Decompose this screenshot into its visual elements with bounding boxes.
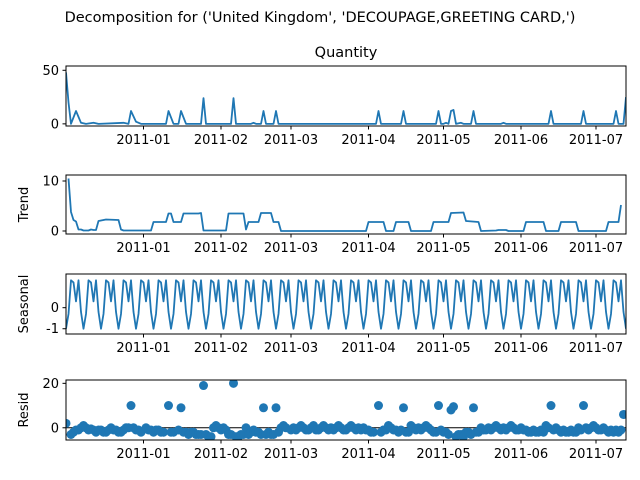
resid-xtick-label: 2011-04 [341,447,395,462]
seasonal-ylabel: Seasonal [17,275,32,334]
observed-xtick-label: 2011-03 [264,133,318,148]
seasonal-series-line [66,279,626,330]
resid-point [546,401,556,411]
observed-axes-frame [65,65,627,127]
chart-title: Decomposition for ('United Kingdom', 'DE… [65,10,576,26]
observed-xtick-label: 2011-06 [494,133,548,148]
resid-point [434,401,443,411]
trend-ytick-label: 10 [42,175,59,190]
observed-ytick-label: 50 [42,64,59,79]
resid-xtick-label: 2011-06 [494,447,548,462]
trend-xtick-label: 2011-02 [194,241,248,256]
resid-ytick-label: 0 [51,421,59,436]
seasonal-xtick-label: 2011-02 [194,341,248,356]
trend-xtick-label: 2011-06 [494,241,548,256]
observed-title: Quantity [315,45,378,61]
resid-point [369,427,378,437]
trend-plot-area [67,178,622,232]
panel-trend: 0 10 2011-01 2011-02 2011-03 2011-04 2011-05 20… [17,174,627,256]
trend-axes-frame [65,174,627,235]
resid-point [259,403,268,413]
resid-ylabel: Resid [17,392,32,427]
seasonal-xtick-label: 2011-05 [416,341,470,356]
resid-axes-frame [65,379,627,441]
trend-ytick-label: 0 [51,225,59,240]
resid-point [399,403,408,413]
trend-xtick-label: 2011-04 [341,241,395,256]
observed-ytick-label: 0 [51,117,59,132]
resid-xtick-label: 2011-01 [116,447,170,462]
trend-series-line [67,178,622,232]
panel-observed: 0 50 2011-01 2011-02 2011-03 2011-04 2011-05 20… [42,45,627,148]
resid-point [579,401,588,411]
resid-point [66,418,71,428]
resid-xtick-label: 2011-02 [194,447,248,462]
seasonal-xtick-label: 2011-01 [116,341,170,356]
observed-xtick-label: 2011-01 [116,133,170,148]
resid-point [444,429,453,439]
seasonal-ytick-label: 0 [51,301,59,316]
seasonal-xtick-label: 2011-03 [264,341,318,356]
seasonal-plot-area [66,279,626,330]
resid-xtick-label: 2011-03 [264,447,318,462]
resid-point [176,403,186,413]
observed-xtick-label: 2011-05 [416,133,470,148]
resid-xtick-label: 2011-05 [416,447,470,462]
observed-plot-area [66,72,626,125]
resid-point [449,402,458,412]
seasonal-ytick-label: -1 [46,322,59,337]
resid-point [619,409,626,419]
resid-point [229,380,238,388]
resid-point [199,381,208,391]
resid-point [164,401,173,411]
resid-point [126,401,136,411]
seasonal-xtick-label: 2011-04 [341,341,395,356]
observed-series-line [66,72,626,125]
seasonal-xtick-label: 2011-06 [494,341,548,356]
seasonal-axes-frame [65,273,627,335]
trend-xtick-label: 2011-05 [416,241,470,256]
panel-seasonal: -1 0 2011-01 2011-02 2011-03 2011-04 2011-05 20… [17,273,627,356]
seasonal-xtick-label: 2011-07 [569,341,623,356]
trend-xtick-label: 2011-07 [569,241,623,256]
panel-resid: 0 20 2011-01 2011-02 2011-03 2011-04 2011-05 20… [17,377,627,462]
resid-point [206,432,216,440]
observed-xtick-label: 2011-07 [569,133,623,148]
resid-plot-area [66,380,626,440]
resid-point [159,427,168,437]
trend-ylabel: Trend [17,187,32,224]
trend-xtick-label: 2011-03 [264,241,318,256]
resid-xtick-label: 2011-07 [569,447,623,462]
resid-point [616,425,626,435]
trend-xtick-label: 2011-01 [116,241,170,256]
observed-xtick-label: 2011-04 [341,133,395,148]
resid-point [271,403,281,413]
resid-point [374,401,383,411]
resid-point [469,403,478,413]
resid-ytick-label: 20 [42,377,59,392]
observed-xtick-label: 2011-02 [194,133,248,148]
panels: 0 50 2011-01 2011-02 2011-03 2011-04 2011-05 20… [17,45,627,462]
